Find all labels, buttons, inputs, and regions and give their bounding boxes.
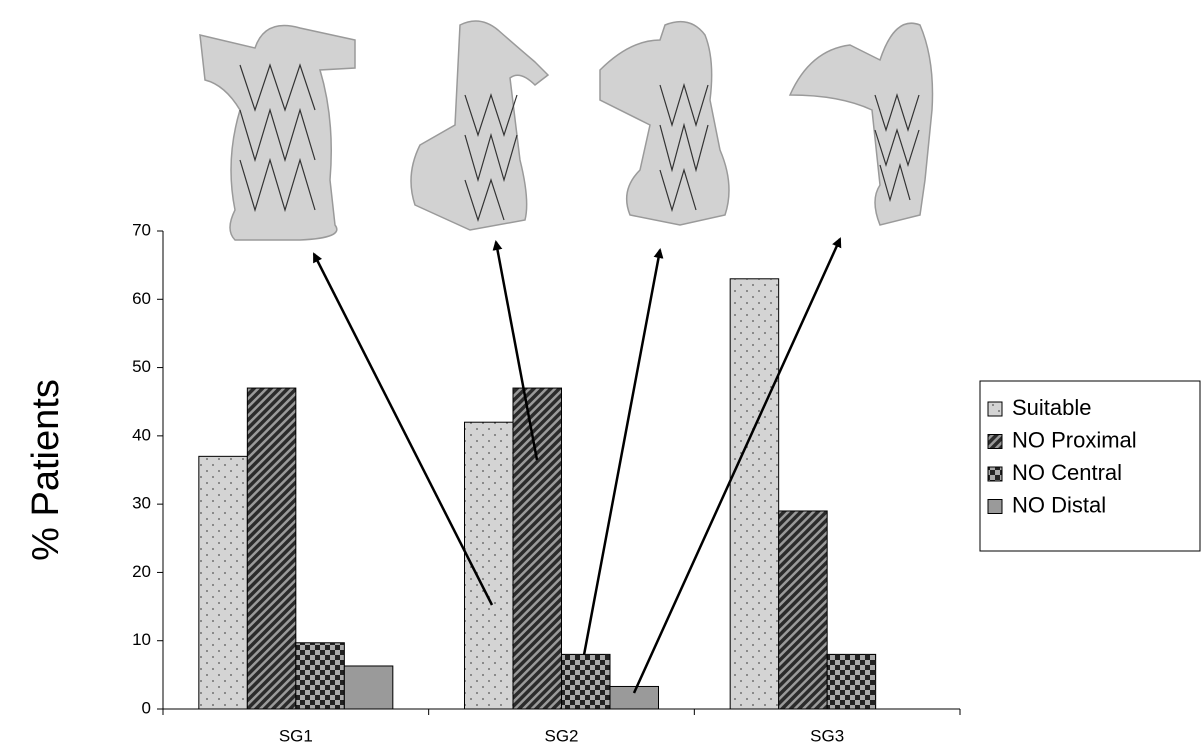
plot: 0 10 20 30 40 50 60 70 SG1 SG2 SG3 — [132, 220, 961, 745]
arrows — [312, 237, 842, 694]
legend-label: NO Proximal — [1012, 427, 1137, 452]
y-axis-label: % Patients — [25, 379, 67, 561]
y-tick-label: 70 — [132, 220, 151, 239]
y-tick-label: 10 — [132, 630, 151, 649]
bar — [198, 455, 248, 710]
y-tick-label: 60 — [132, 289, 151, 308]
y-tick-label: 50 — [132, 357, 151, 376]
bar — [778, 510, 828, 710]
stent-wires — [239, 63, 920, 222]
x-tick-label: SG1 — [279, 726, 313, 745]
legend-box — [979, 380, 1201, 552]
legend-swatch — [987, 401, 1003, 417]
x-tick-label: SG2 — [544, 726, 578, 745]
stent-images — [199, 20, 934, 241]
bar — [295, 642, 345, 710]
legend-label: Suitable — [1012, 395, 1092, 420]
bar — [512, 387, 562, 710]
y-tick-label: 40 — [132, 425, 151, 444]
legend-label: NO Central — [1012, 460, 1122, 485]
bar — [609, 685, 659, 710]
legend-label: NO Distal — [1012, 492, 1106, 517]
bar — [343, 665, 394, 710]
y-tick-label: 0 — [142, 698, 151, 717]
bar — [826, 653, 877, 710]
legend-swatch — [987, 499, 1003, 514]
bar — [246, 387, 297, 710]
legend: Suitable NO Proximal NO Central NO Distal — [987, 395, 1137, 517]
x-tick-label: SG3 — [810, 726, 844, 745]
legend-swatch — [987, 466, 1003, 482]
y-tick-label: 20 — [132, 562, 151, 581]
y-tick-label: 30 — [132, 494, 151, 513]
bar — [729, 278, 780, 710]
bar — [561, 653, 611, 710]
legend-swatch — [987, 434, 1003, 449]
